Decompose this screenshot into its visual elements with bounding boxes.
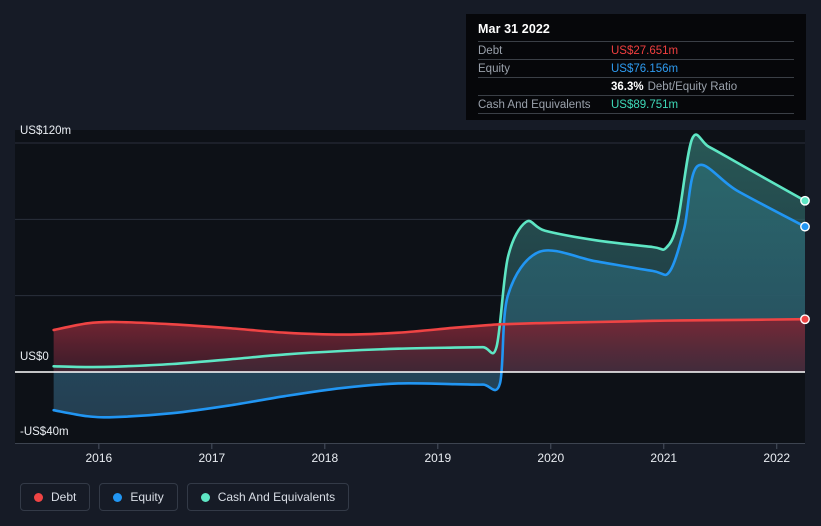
tooltip-row-equity: Equity US$76.156m bbox=[478, 59, 794, 77]
x-tick-label-2019: 2019 bbox=[424, 451, 451, 465]
tooltip-title: Mar 31 2022 bbox=[478, 22, 550, 36]
tooltip-ratio-label: Debt/Equity Ratio bbox=[647, 80, 738, 93]
x-tick-label-2020: 2020 bbox=[537, 451, 564, 465]
line-debt bbox=[52, 317, 805, 336]
tooltip-value-cash: US$89.751m bbox=[611, 98, 679, 111]
legend-dot-equity bbox=[113, 492, 123, 502]
tooltip-ratio-percent: 36.3% bbox=[611, 80, 644, 93]
tooltip-label-equity: Equity bbox=[478, 62, 510, 75]
x-tick-label-2016: 2016 bbox=[85, 451, 112, 465]
series-endpoint-markers bbox=[800, 195, 810, 325]
legend-item-cash-and-equivalents[interactable]: Cash And Equivalents bbox=[186, 483, 350, 511]
legend-dot-debt bbox=[34, 492, 43, 502]
x-tick-label-2021: 2021 bbox=[650, 451, 677, 465]
endpoint-marker-cash-and-equivalents bbox=[800, 195, 810, 206]
legend-item-equity[interactable]: Equity bbox=[99, 483, 178, 511]
x-tick-label-2017: 2017 bbox=[198, 451, 225, 465]
x-tick-label-2018: 2018 bbox=[311, 451, 338, 465]
y-axis-label-top: US$120m bbox=[20, 125, 71, 137]
tooltip-label-cash: Cash And Equivalents bbox=[478, 98, 591, 111]
tooltip-value-debt: US$27.651m bbox=[611, 44, 679, 57]
chart-legend: Debt Equity Cash And Equivalents bbox=[20, 483, 350, 511]
tooltip-row-debt-equity-ratio: 36.3% Debt/Equity Ratio bbox=[478, 77, 794, 95]
legend-dot-cash bbox=[200, 492, 210, 502]
y-axis-label-zero: US$0 bbox=[20, 351, 49, 363]
line-equity bbox=[52, 163, 805, 419]
tooltip-label-debt: Debt bbox=[478, 44, 503, 57]
x-tick-label-2022: 2022 bbox=[763, 451, 790, 465]
tooltip-row-cash: Cash And Equivalents US$89.751m bbox=[478, 95, 794, 113]
legend-label-cash: Cash And Equivalents bbox=[217, 490, 336, 504]
y-axis-label-bottom: -US$40m bbox=[20, 426, 69, 438]
legend-label-debt: Debt bbox=[51, 490, 77, 504]
tooltip-row-debt: Debt US$27.651m bbox=[478, 41, 794, 59]
line-cash-and-equivalents bbox=[52, 133, 805, 369]
endpoint-marker-debt bbox=[800, 314, 810, 325]
x-axis-ticks: 2016 2017 2018 2019 2020 2021 2022 bbox=[85, 443, 790, 465]
tooltip-bottom-divider bbox=[478, 113, 794, 115]
endpoint-marker-equity bbox=[800, 221, 810, 232]
legend-label-equity: Equity bbox=[130, 490, 164, 504]
legend-item-debt[interactable]: Debt bbox=[20, 483, 91, 511]
chart-tooltip: Mar 31 2022 Debt US$27.651m Equity US$76… bbox=[466, 14, 806, 120]
area-cash bbox=[53, 134, 805, 372]
tooltip-value-equity: US$76.156m bbox=[611, 62, 679, 75]
